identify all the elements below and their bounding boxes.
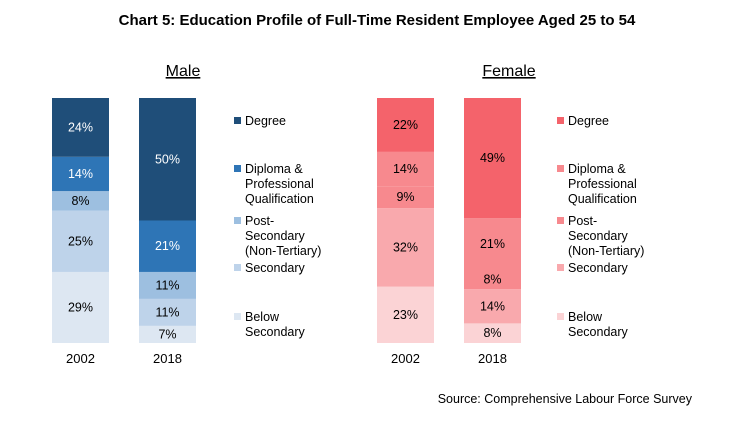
male-data-label: 24%	[68, 120, 93, 134]
female-legend-swatch	[557, 313, 564, 320]
female-data-label: 49%	[480, 151, 505, 165]
male-legend-label: Degree	[245, 114, 286, 128]
male-bar-2002-seg-0	[52, 271, 109, 343]
male-data-label: 25%	[68, 234, 93, 248]
male-legend-label: Diploma &	[245, 162, 303, 176]
female-legend-swatch	[557, 264, 564, 271]
male-legend-label: Secondary	[245, 325, 306, 339]
female-bar-2018-seg-0	[464, 323, 521, 343]
female-bar-2002-seg-3	[377, 151, 434, 187]
female-legend-label: Secondary	[568, 325, 629, 339]
female-bar-2018-seg-3	[464, 218, 521, 270]
female-bar-2018-seg-4	[464, 98, 521, 219]
male-legend-label: (Non-Tertiary)	[245, 244, 321, 258]
female-panel: 23% 32% 9% 14% 22% 2002 8% 14% 8% 21% 49% 2018 Degre…	[377, 98, 644, 366]
female-data-label: 14%	[480, 299, 505, 313]
male-bar-2002-seg-2	[52, 191, 109, 211]
chart-title: Chart 5: Education Profile of Full-Time …	[119, 12, 636, 29]
male-legend-label: Secondary	[245, 261, 306, 275]
male-bar-2002-seg-1	[52, 210, 109, 272]
female-legend-label: Below	[568, 310, 603, 324]
male-data-label: 8%	[71, 194, 89, 208]
source-note: Source: Comprehensive Labour Force Surve…	[438, 392, 693, 406]
male-data-label: 14%	[68, 167, 93, 181]
female-legend-label: Qualification	[568, 192, 637, 206]
male-legend-label: Post-	[245, 214, 274, 228]
male-legend-swatch	[234, 217, 241, 224]
male-panel: 29% 25% 8% 14% 24% 2002 7% 11% 11% 21% 50% 2018 Degr…	[52, 98, 321, 366]
male-data-label: 11%	[155, 305, 179, 319]
female-legend-label: (Non-Tertiary)	[568, 244, 644, 258]
female-category-label: 2002	[391, 351, 420, 366]
female-data-label: 21%	[480, 237, 505, 251]
male-bar-2018-seg-0	[139, 325, 196, 343]
female-data-label: 23%	[393, 308, 418, 322]
female-bar-2018-seg-2	[464, 269, 521, 290]
female-legend-label: Degree	[568, 114, 609, 128]
male-legend-label: Qualification	[245, 192, 314, 206]
male-bar-2002-seg-4	[52, 98, 109, 157]
male-bar-2002-seg-3	[52, 156, 109, 192]
female-bar-2002-seg-0	[377, 286, 434, 343]
female-data-label: 9%	[396, 190, 414, 204]
male-data-label: 29%	[68, 300, 93, 314]
male-legend-label: Secondary	[245, 229, 306, 243]
female-bar-2002-seg-2	[377, 186, 434, 209]
male-data-label: 21%	[155, 239, 180, 253]
female-legend-swatch	[557, 117, 564, 124]
female-data-label: 8%	[483, 272, 501, 286]
female-bar-2002-seg-1	[377, 208, 434, 287]
female-bar-2002-seg-4	[377, 98, 434, 152]
female-legend-label: Secondary	[568, 229, 629, 243]
female-legend-label: Professional	[568, 177, 637, 191]
female-legend-label: Secondary	[568, 261, 629, 275]
male-legend-swatch	[234, 264, 241, 271]
female-legend-label: Post-	[568, 214, 597, 228]
female-legend-label: Diploma &	[568, 162, 626, 176]
male-legend-label: Below	[245, 310, 280, 324]
male-panel-title: Male	[166, 63, 201, 80]
male-bar-2018-seg-4	[139, 98, 196, 221]
female-data-label: 32%	[393, 240, 418, 254]
male-bar-2018-seg-3	[139, 220, 196, 272]
male-legend-swatch	[234, 117, 241, 124]
male-data-label: 11%	[155, 278, 179, 292]
female-data-label: 14%	[393, 162, 418, 176]
male-data-label: 7%	[158, 327, 176, 341]
female-category-label: 2018	[478, 351, 507, 366]
male-legend-label: Professional	[245, 177, 314, 191]
male-bar-2018-seg-1	[139, 298, 196, 326]
female-panel-title: Female	[482, 63, 535, 80]
male-category-label: 2002	[66, 351, 95, 366]
male-data-label: 50%	[155, 152, 180, 166]
female-legend-swatch	[557, 165, 564, 172]
male-bar-2018-seg-2	[139, 271, 196, 299]
male-legend-swatch	[234, 313, 241, 320]
male-legend-swatch	[234, 165, 241, 172]
female-data-label: 22%	[393, 118, 418, 132]
female-bar-2018-seg-1	[464, 289, 521, 324]
male-category-label: 2018	[153, 351, 182, 366]
female-data-label: 8%	[483, 326, 501, 340]
female-legend-swatch	[557, 217, 564, 224]
